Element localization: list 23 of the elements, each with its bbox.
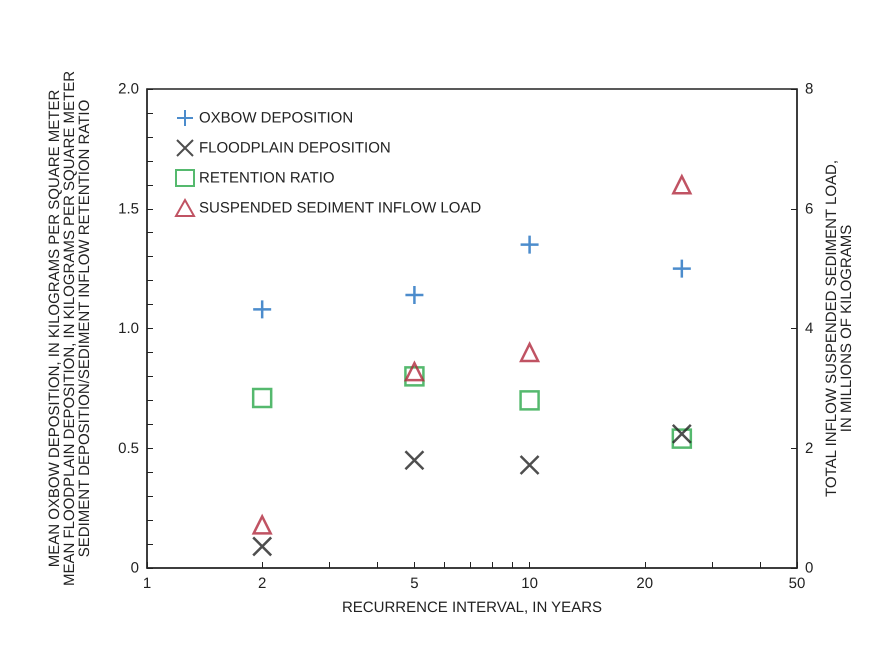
x-tick-label: 2 — [258, 575, 266, 592]
legend-label: FLOODPLAIN DEPOSITION — [199, 140, 391, 156]
x-tick-label: 1 — [142, 575, 152, 592]
y-tick-label: 2.0 — [118, 80, 139, 98]
y2-tick-label: 6 — [805, 200, 814, 218]
x-tick-label: 20 — [636, 575, 654, 592]
y2-tick-label: 8 — [805, 80, 814, 98]
legend-label: SUSPENDED SEDIMENT INFLOW LOAD — [199, 200, 482, 216]
y2-tick-label: 0 — [805, 560, 814, 576]
legend-label: OXBOW DEPOSITION — [199, 110, 354, 126]
x-tick-label: 5 — [410, 575, 419, 592]
legend-label: RETENTION RATIO — [199, 170, 335, 186]
x-axis-title: RECURRENCE INTERVAL, IN YEARS — [342, 599, 602, 616]
y-tick-label: 1.5 — [118, 200, 139, 218]
x-tick-label: 10 — [521, 575, 538, 592]
y-tick-label: 0.5 — [118, 440, 139, 457]
y2-axis-title: TOTAL INFLOW SUSPENDED SEDIMENT LOAD, IN MILLIONS OF KILOGRAMS — [823, 160, 856, 498]
y-tick-label: 1.0 — [118, 320, 139, 337]
y2-tick-label: 2 — [805, 440, 814, 457]
y2-tick-label: 4 — [805, 320, 814, 337]
y-axis-title: MEAN OXBOW DEPOSITION, IN KILOGRAMS PER SQUARE METER MEAN FLOODPLAIN DEPOSITION, IN KILOGRAMS PER SQUARE METER SEDIMENT DEPOSITION/SEDIMENT INFLOW RETENTION RATIO — [46, 70, 93, 586]
y-tick-label: 0 — [130, 560, 139, 576]
x-tick-label: 50 — [788, 575, 806, 592]
